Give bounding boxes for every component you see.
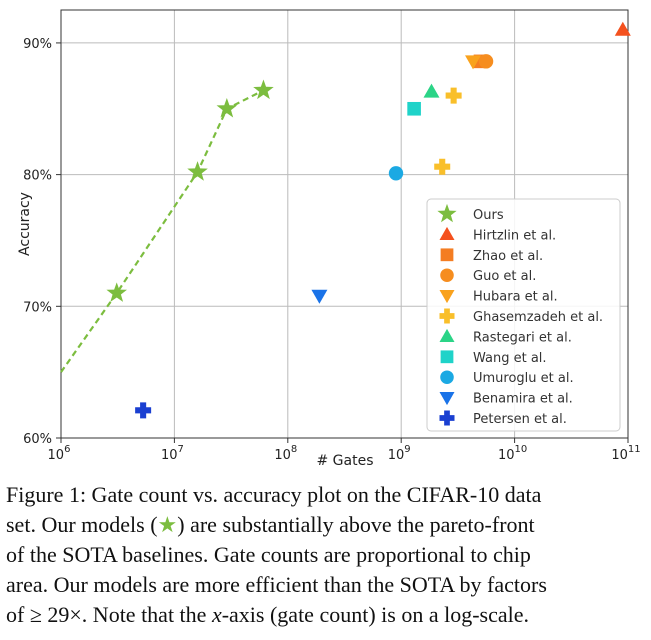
legend-marker-rastegari-et-al bbox=[439, 328, 455, 343]
plot-frame bbox=[60, 9, 629, 439]
legend-marker-petersen-et-al bbox=[439, 410, 455, 426]
legend-label-petersen-et-al: Petersen et al. bbox=[473, 412, 567, 427]
caption-line-1: Figure 1: Gate count vs. accuracy plot o… bbox=[6, 482, 542, 507]
legend-marker-umuroglu-et-al bbox=[440, 370, 454, 384]
caption-x-variable: x bbox=[211, 602, 222, 627]
legend-label-hubara-et-al: Hubara et al. bbox=[473, 290, 558, 305]
caption-line-5: of ≥ 29×. Note that the x-axis (gate cou… bbox=[6, 600, 646, 630]
y-tick-label: 60% bbox=[23, 432, 52, 447]
legend-marker-benamira-et-al bbox=[439, 391, 455, 406]
ghasemzadeh-et-al-point bbox=[445, 87, 462, 104]
caption-line-2: set. Our models (★) are substantially ab… bbox=[6, 510, 646, 540]
umuroglu-et-al-point bbox=[388, 166, 404, 181]
legend-label-rastegari-et-al: Rastegari et al. bbox=[473, 330, 572, 345]
ours-point bbox=[253, 79, 274, 100]
hubara-et-al-point bbox=[465, 55, 482, 70]
legend-marker-hirtzlin-et-al bbox=[439, 226, 455, 241]
y-tick-label: 70% bbox=[23, 300, 52, 315]
legend-box bbox=[426, 198, 621, 432]
legend: Ours Hirtzlin et al. Zhao et al. Guo et al.… bbox=[426, 198, 621, 432]
caption-line-2-start: set. Our models ( bbox=[6, 512, 158, 537]
x-tick-label: 1010 bbox=[498, 444, 527, 463]
legend-label-zhao-et-al: Zhao et al. bbox=[473, 249, 543, 264]
legend-marker-zhao-et-al bbox=[440, 248, 454, 262]
x-tick-label: 109 bbox=[388, 444, 411, 463]
legend-label-ours: Ours bbox=[473, 208, 504, 223]
legend-label-wang-et-al: Wang et al. bbox=[473, 351, 547, 366]
x-tick-label: 108 bbox=[274, 444, 297, 463]
x-tick-label: 107 bbox=[161, 444, 184, 463]
legend-label-hirtzlin-et-al: Hirtzlin et al. bbox=[473, 228, 556, 243]
y-axis-label: Accuracy bbox=[17, 192, 33, 256]
legend-marker-wang-et-al bbox=[440, 350, 454, 364]
y-tick-label: 90% bbox=[23, 37, 52, 52]
star-icon: ★ bbox=[157, 512, 178, 537]
legend-label-guo-et-al: Guo et al. bbox=[473, 269, 536, 284]
ours-point bbox=[106, 282, 127, 302]
legend-marker-guo-et-al bbox=[440, 268, 454, 282]
figure-caption: Figure 1: Gate count vs. accuracy plot o… bbox=[6, 480, 646, 630]
petersen-et-al-point bbox=[135, 402, 152, 419]
x-tick-label: 1011 bbox=[611, 444, 640, 463]
x-axis-ticks: 106 107 108 109 1010 1011 bbox=[48, 438, 641, 463]
ours-point bbox=[187, 161, 208, 181]
chart: 106 107 108 109 1010 1011 60% 70% 80% 90% # Gate… bbox=[17, 9, 641, 469]
x-axis-label: # Gates bbox=[316, 453, 373, 469]
wang-et-al-point bbox=[407, 101, 421, 116]
legend-marker-hubara-et-al bbox=[439, 289, 455, 304]
legend-marker-ours bbox=[437, 203, 457, 223]
caption-line-3: of the SOTA baselines. Gate counts are p… bbox=[6, 542, 531, 567]
data-series bbox=[60, 21, 631, 419]
legend-label-umuroglu-et-al: Umuroglu et al. bbox=[473, 371, 574, 386]
ours-point bbox=[216, 97, 238, 118]
caption-line-5-start: of ≥ 29×. Note that the bbox=[6, 602, 212, 627]
legend-label-benamira-et-al: Benamira et al. bbox=[473, 392, 573, 407]
hirtzlin-et-al-point bbox=[614, 21, 631, 36]
benamira-et-al-point bbox=[311, 289, 328, 304]
legend-label-ghasemzadeh-et-al: Ghasemzadeh et al. bbox=[473, 310, 603, 325]
ghasemzadeh-et-al-point bbox=[434, 158, 451, 175]
caption-line-2-end: ) are substantially above the pareto-fro… bbox=[177, 512, 535, 537]
legend-marker-ghasemzadeh-et-al bbox=[439, 308, 455, 324]
caption-line-5-end: -axis (gate count) is on a log-scale. bbox=[221, 602, 529, 627]
caption-line-4: area. Our models are more efficient than… bbox=[6, 572, 547, 597]
y-axis-ticks: 60% 70% 80% 90% bbox=[23, 37, 61, 447]
ours-line bbox=[60, 89, 264, 373]
guo-et-al-point bbox=[478, 54, 494, 69]
y-tick-label: 80% bbox=[23, 169, 52, 184]
rastegari-et-al-point bbox=[423, 83, 440, 98]
x-tick-label: 106 bbox=[48, 444, 71, 463]
